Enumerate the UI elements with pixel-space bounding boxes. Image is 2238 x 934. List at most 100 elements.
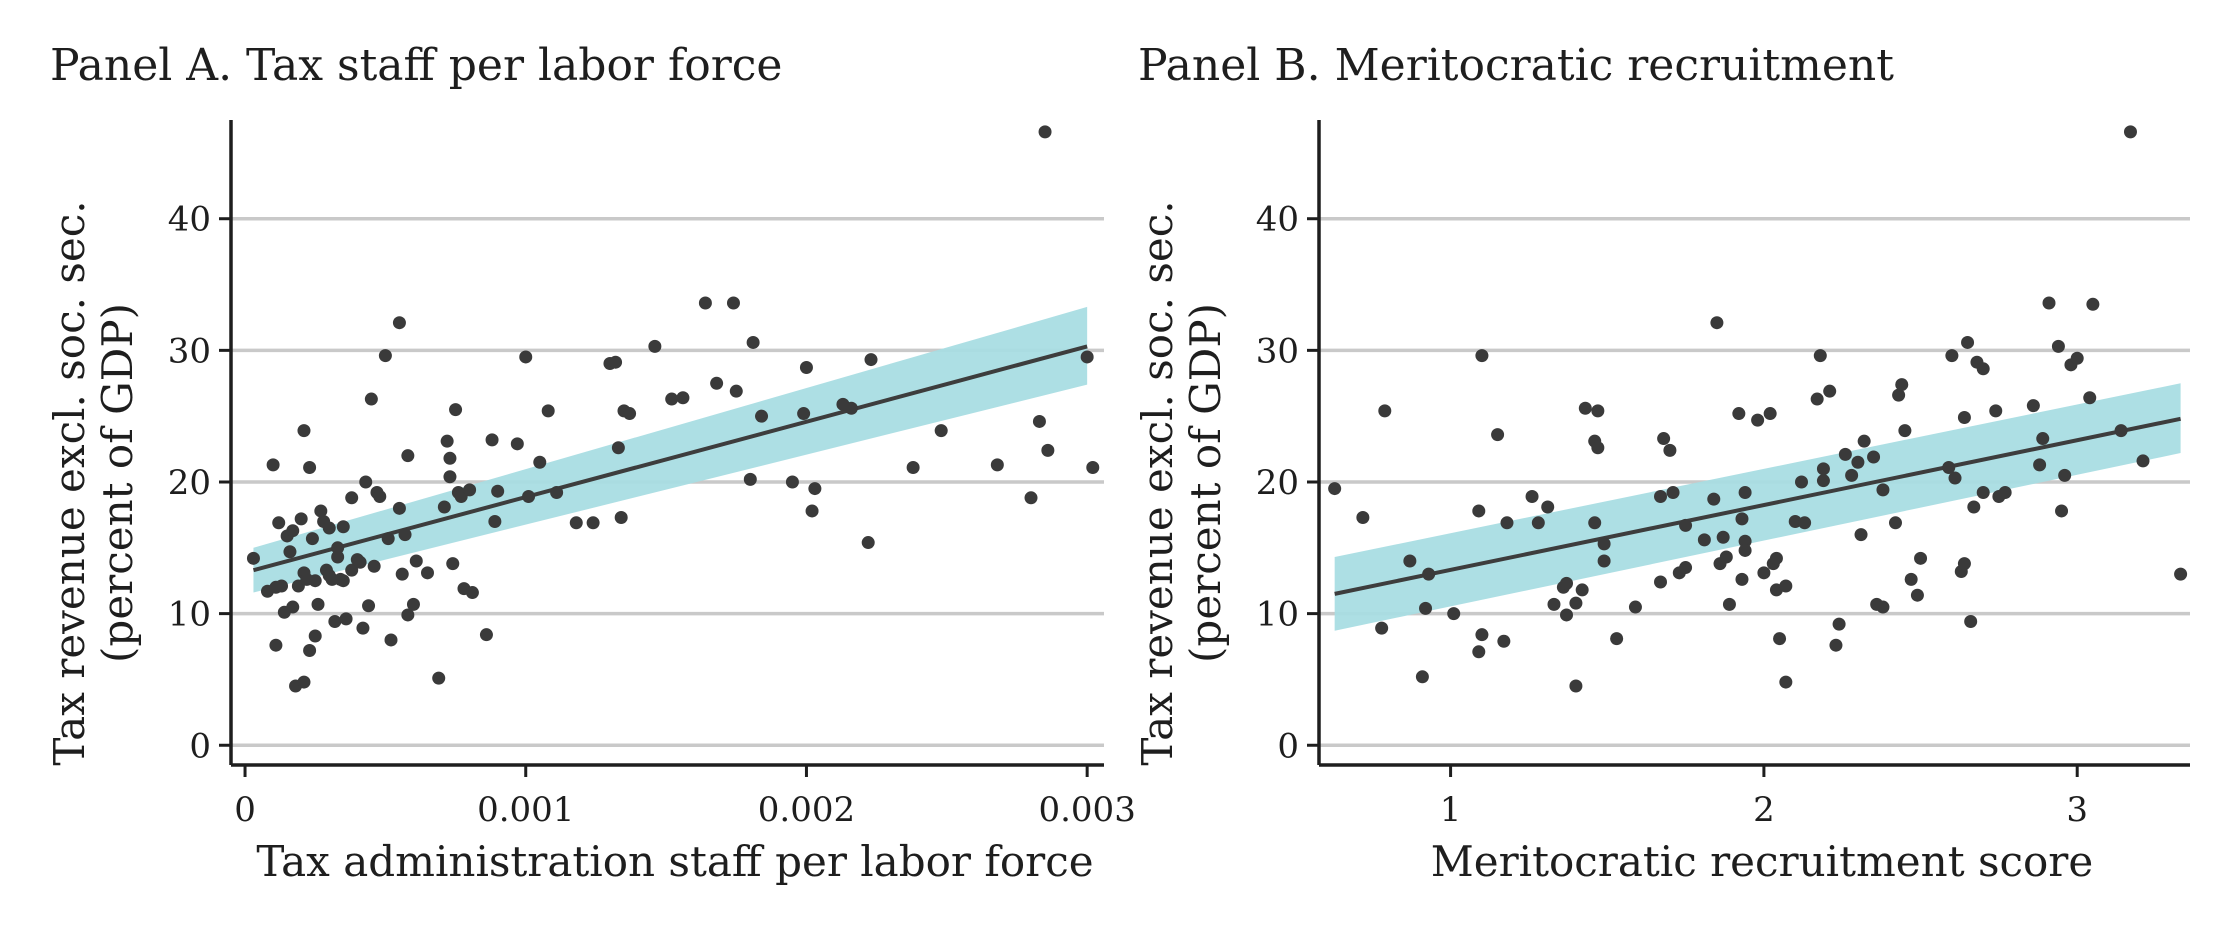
panel-a-y-axis-label-line-1: Tax revenue excl. soc. sec. — [45, 200, 94, 765]
panel-a-x-axis-label: Tax administration staff per labor force — [256, 837, 1093, 886]
panel-b-data-point — [1816, 462, 1830, 476]
panel-b-data-point — [2123, 125, 2137, 139]
panel-b-x-axis-label: Meritocratic recruitment score — [1431, 837, 2094, 886]
panel-a-data-point — [303, 643, 317, 657]
panel-a-data-point — [808, 482, 822, 496]
panel-a-data-point — [746, 335, 760, 349]
panel-a-data-point — [246, 551, 260, 565]
panel-b-data-point — [1497, 634, 1511, 648]
panel-b: Panel B. Meritocratic recruitment 0 10 20 3… — [1133, 40, 2190, 886]
panel-a-data-point — [339, 612, 353, 626]
panel-a-y-axis-label-line-2: (percent of GDP) — [93, 303, 142, 663]
panel-a-data-point — [488, 514, 502, 528]
panel-b-data-point — [1914, 551, 1928, 565]
panel-b-data-point — [1910, 588, 1924, 602]
panel-b-data-point — [1876, 483, 1890, 497]
panel-a-data-point — [345, 563, 359, 577]
panel-a-data-point — [934, 424, 948, 438]
panel-a-data-point — [283, 545, 297, 559]
panel-a-data-point — [308, 629, 322, 643]
panel-a-data-point — [519, 350, 533, 364]
panel-a-data-point — [541, 404, 555, 418]
panel-a-data-point — [392, 501, 406, 515]
panel-a-data-point — [331, 541, 345, 555]
panel-b-data-point — [1560, 576, 1574, 590]
panel-a-data-point — [297, 424, 311, 438]
panel-b-data-point — [1628, 600, 1642, 614]
panel-a-title: Panel A. Tax staff per labor force — [50, 40, 782, 91]
panel-a-data-point — [743, 472, 757, 486]
panel-a-data-point — [364, 392, 378, 406]
panel-b-data-point — [1472, 504, 1486, 518]
panel-a-data-point — [446, 557, 460, 571]
panel-b-data-point — [1738, 534, 1752, 548]
panel-b-data-point — [1475, 349, 1489, 363]
panel-b-data-point — [1578, 401, 1592, 415]
panel-b-data-point — [2026, 399, 2040, 413]
panel-a-y-tick-label-0: 0 — [189, 726, 211, 766]
panel-a-confidence-band-area — [253, 306, 1088, 593]
panel-a-data-point — [510, 437, 524, 451]
panel-b-data-point — [2114, 424, 2128, 438]
panel-a-y-tick-label-10: 10 — [168, 595, 211, 635]
panel-b-data-point — [1657, 432, 1671, 446]
panel-b-data-point — [1998, 486, 2012, 500]
panel-a-data-point — [479, 628, 493, 642]
panel-b-data-point — [1838, 447, 1852, 461]
panel-a-data-point — [648, 339, 662, 353]
panel-a: Panel A. Tax staff per labor force 0 10 20… — [45, 40, 1136, 886]
panel-b-data-point — [1773, 632, 1787, 646]
panel-b-regression-line — [1334, 416, 2182, 596]
panel-b-data-point — [1867, 450, 1881, 464]
panel-a-data-point — [269, 638, 283, 652]
panel-b-data-point — [1707, 492, 1721, 506]
panel-a-points — [246, 125, 1100, 693]
panel-b-data-point — [1967, 500, 1981, 514]
panel-b-data-point — [1541, 500, 1555, 514]
panel-a-data-point — [665, 392, 679, 406]
panel-b-data-point — [1813, 349, 1827, 363]
panel-a-data-point — [533, 455, 547, 469]
panel-b-data-point — [1957, 410, 1971, 424]
panel-b-data-point — [1710, 316, 1724, 330]
panel-b-y-axis-label: Tax revenue excl. soc. sec. (percent of … — [1133, 200, 1230, 765]
panel-b-data-point — [1447, 607, 1461, 621]
panel-a-y-tick-label-30: 30 — [168, 331, 211, 371]
panel-a-data-point — [1038, 125, 1052, 139]
panel-b-data-point — [1475, 628, 1489, 642]
panel-a-tick-labels: 0 10 20 30 40 0 0.001 0.002 0.003 — [168, 200, 1136, 830]
panel-b-data-point — [1857, 434, 1871, 448]
panel-a-y-tick-label-20: 20 — [168, 463, 211, 503]
panel-b-data-point — [1591, 441, 1605, 455]
panel-a-data-point — [864, 353, 878, 367]
panel-a-data-point — [336, 520, 350, 534]
panel-b-data-point — [1588, 516, 1602, 530]
panel-a-data-point — [1080, 350, 1094, 364]
panel-b-data-point — [1422, 567, 1436, 581]
panel-b-data-point — [1810, 392, 1824, 406]
panel-a-x-tick-label-0.003: 0.003 — [1038, 790, 1135, 830]
panel-b-data-point — [1716, 530, 1730, 544]
panel-a-data-point — [1032, 414, 1046, 428]
panel-b-x-tick-label-2: 2 — [1753, 790, 1775, 830]
panel-a-data-point — [336, 574, 350, 588]
panel-a-data-point — [401, 608, 415, 622]
panel-a-data-point — [328, 615, 342, 629]
panel-a-data-point — [522, 489, 536, 503]
panel-a-data-point — [432, 671, 446, 685]
panel-a-data-point — [272, 516, 286, 530]
panel-b-data-point — [1794, 475, 1808, 489]
panel-b-data-point — [1403, 554, 1417, 568]
panel-a-data-point — [609, 355, 623, 369]
panel-a-data-point — [485, 433, 499, 447]
panel-b-data-point — [1597, 554, 1611, 568]
panel-b-y-tick-label-10: 10 — [1256, 595, 1299, 635]
panel-a-data-point — [266, 458, 280, 472]
panel-a-data-point — [463, 483, 477, 497]
panel-a-data-point — [356, 621, 370, 635]
panel-b-y-axis-label-line-1: Tax revenue excl. soc. sec. — [1133, 200, 1182, 765]
panel-b-data-point — [1531, 516, 1545, 530]
panel-b-data-point — [1738, 543, 1752, 557]
panel-b-data-point — [1779, 675, 1793, 689]
panel-b-data-point — [1697, 533, 1711, 547]
